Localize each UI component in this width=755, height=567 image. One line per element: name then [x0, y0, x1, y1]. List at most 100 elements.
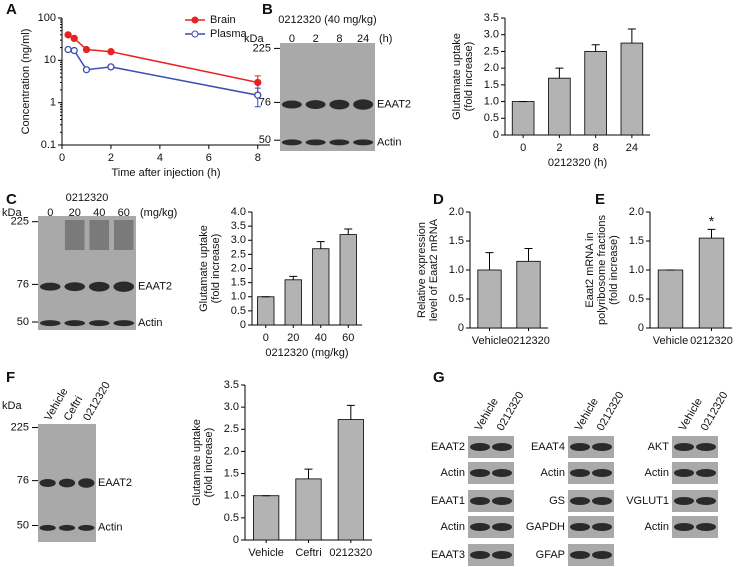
row-label: GFAP [536, 549, 565, 561]
blot-band [674, 497, 694, 505]
error-bar [346, 404, 355, 420]
x-tick-label: 6 [206, 152, 212, 164]
bar [253, 495, 280, 541]
y-tick-label: 3.5 [231, 220, 246, 232]
error-bar [707, 228, 716, 239]
marker-label: 76 [17, 278, 29, 290]
blot-band [592, 497, 612, 505]
panel-letter: E [595, 191, 605, 208]
band-label: Actin [377, 136, 401, 148]
blot-band [470, 469, 490, 477]
y-tick-label: 2.5 [484, 45, 499, 57]
error-bar [524, 248, 533, 262]
bar [516, 260, 541, 329]
y-tick-label: 0 [638, 322, 644, 334]
blot-band [39, 524, 56, 531]
row-label: Actin [441, 467, 465, 479]
blot-band [570, 523, 590, 531]
blot-strip [468, 544, 514, 566]
y-tick-label: 2.0 [629, 206, 644, 218]
y-tick-label: 0.5 [224, 512, 239, 524]
data-point [82, 66, 91, 74]
y-tick-label: 0.1 [41, 139, 56, 151]
x-tick-label: 4 [157, 152, 163, 164]
x-tick-label: 0 [520, 142, 526, 154]
y-tick-label: 3.0 [224, 401, 239, 413]
y-tick-label: 3.5 [224, 379, 239, 391]
bar [698, 237, 725, 329]
blot-strip [468, 462, 514, 484]
lane-label: 60 [118, 207, 130, 219]
blot-strip [568, 544, 614, 566]
error-bar [316, 241, 325, 249]
blot-band [329, 99, 350, 110]
y-axis-label: Eaat2 mRNA in [584, 232, 596, 307]
y-axis-label: (fold increase) [203, 428, 215, 498]
row-label: Actin [441, 521, 465, 533]
bar [584, 51, 607, 136]
data-point [107, 48, 115, 56]
blot-band [696, 443, 716, 451]
kda-label: kDa [2, 400, 22, 412]
y-tick-label: 1.5 [629, 235, 644, 247]
blot-strip [568, 516, 614, 538]
y-tick-label: 1.0 [484, 95, 499, 107]
lane-unit: (mg/kg) [140, 207, 177, 219]
x-tick-label: 40 [315, 332, 327, 344]
blot-band [570, 497, 590, 505]
row-label: EAAT2 [431, 441, 465, 453]
band-label: Actin [138, 317, 162, 329]
bar [620, 42, 644, 136]
x-tick-label: 0 [59, 152, 65, 164]
marker-label: 76 [17, 475, 29, 487]
y-tick-label: 10 [44, 54, 56, 66]
y-tick-label: 1.0 [231, 291, 246, 303]
y-tick-label: 1.0 [449, 264, 464, 276]
blot-band [470, 523, 490, 531]
blot-band [492, 443, 512, 451]
row-label: AKT [648, 441, 670, 453]
y-axis-label: Concentration (ng/ml) [20, 29, 32, 135]
blot-strip [672, 490, 718, 512]
y-axis-label: Glutamate uptake [191, 419, 203, 506]
bar [657, 269, 684, 329]
lane-label: 0212320 [595, 390, 627, 433]
y-tick-label: 2.0 [449, 206, 464, 218]
x-tick-label: 24 [626, 142, 638, 154]
blot-band [570, 469, 590, 477]
y-tick-label: 1.5 [224, 467, 239, 479]
y-tick-label: 0 [458, 322, 464, 334]
error-bar [344, 228, 353, 235]
blot-band [696, 497, 716, 505]
row-label: Actin [645, 521, 669, 533]
y-tick-label: 2.5 [231, 248, 246, 260]
y-axis-label: (fold increase) [210, 234, 222, 304]
annotation: * [709, 213, 715, 229]
blot-smear [113, 220, 134, 250]
blot-band [592, 469, 612, 477]
blot-strip [672, 436, 718, 458]
error-bar [555, 67, 564, 79]
y-tick-label: 1 [50, 97, 56, 109]
blot-band [353, 99, 374, 110]
blot-band [492, 469, 512, 477]
blot-strip [468, 490, 514, 512]
marker-label: 50 [259, 134, 271, 146]
blot-title: 0212320 (40 mg/kg) [278, 14, 376, 26]
blot-band [353, 139, 374, 146]
blot-band [113, 281, 135, 292]
bar [295, 478, 322, 541]
x-tick-label: 0212320 [507, 335, 550, 347]
blot-strip [468, 436, 514, 458]
x-tick-label: Vehicle [248, 547, 283, 559]
marker-label: 50 [17, 519, 29, 531]
blot-band [570, 551, 590, 559]
series-line [67, 34, 258, 84]
blot-band [492, 523, 512, 531]
blot-band [674, 469, 694, 477]
band-label: EAAT2 [98, 477, 132, 489]
data-point [64, 31, 72, 39]
series-line [67, 48, 258, 96]
bar [312, 248, 330, 326]
